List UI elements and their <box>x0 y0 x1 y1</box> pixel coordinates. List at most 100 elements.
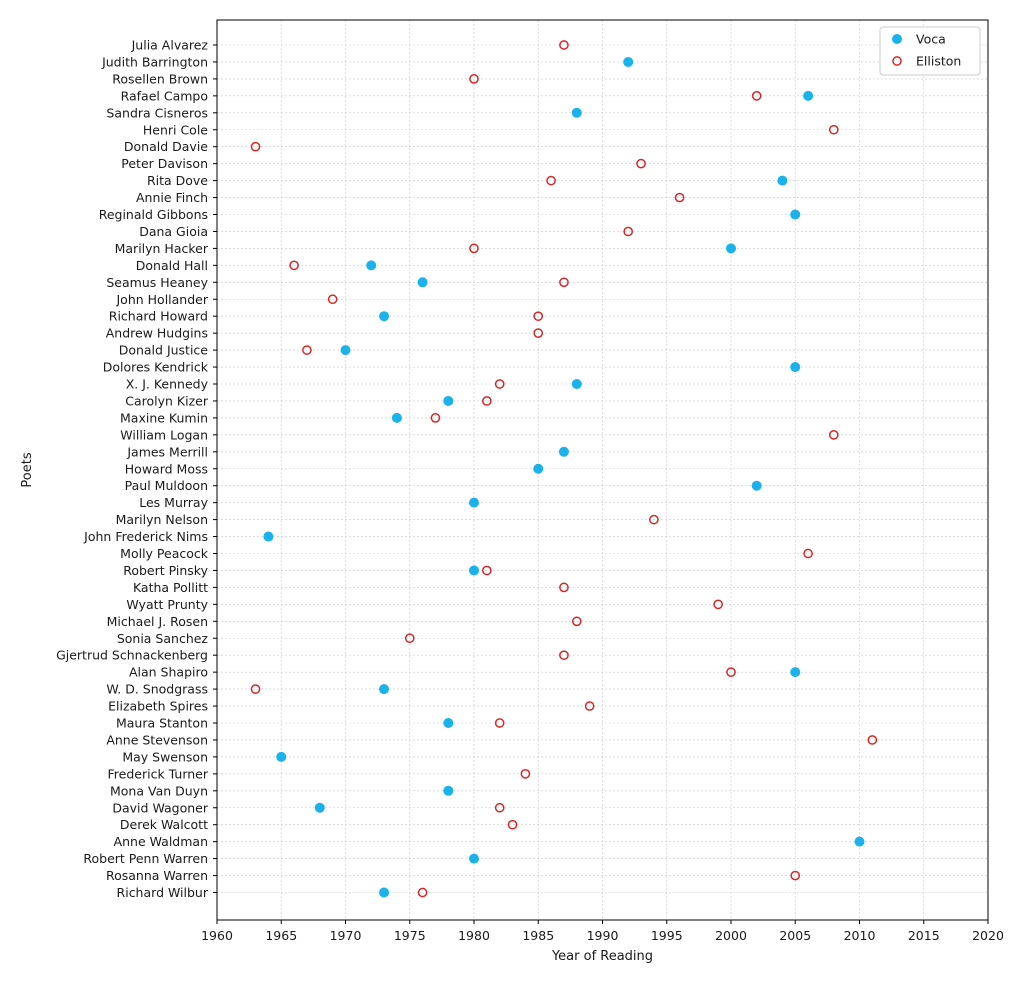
elliston-point <box>520 769 531 779</box>
elliston-point <box>482 396 492 406</box>
legend-box <box>879 26 981 76</box>
poet-label: Mona Van Duyn <box>110 783 208 798</box>
grid-lines <box>216 20 989 920</box>
x-tick-label: 2020 <box>972 928 1004 943</box>
voca-point <box>468 565 479 576</box>
voca-point <box>314 802 325 813</box>
x-tick-label: 1970 <box>330 928 362 943</box>
elliston-point <box>803 548 813 559</box>
poet-label: Reginald Gibbons <box>99 207 208 222</box>
poet-label: Gjertrud Schnackenberg <box>56 648 208 663</box>
voca-point <box>790 362 801 373</box>
voca-point <box>340 345 351 356</box>
voca-point <box>379 311 390 322</box>
x-tick-label: 2000 <box>715 928 747 943</box>
x-axis-ticks: 1960 1965 1970 1975 1980 1985 1990 1995 2000 2005… <box>201 920 1004 943</box>
poet-label: Molly Peacock <box>120 546 209 561</box>
elliston-point <box>559 650 569 661</box>
elliston-point <box>302 345 312 355</box>
poet-label: Julia Alvarez <box>131 38 209 53</box>
voca-point <box>790 667 801 678</box>
voca-point <box>468 497 479 508</box>
poet-label: Richard Wilbur <box>117 885 209 900</box>
elliston-point <box>250 141 261 152</box>
poet-label: Alan Shapiro <box>129 665 208 680</box>
poet-label: Rafael Campo <box>121 88 208 103</box>
poet-label: Anne Waldman <box>114 834 208 849</box>
elliston-point <box>469 243 479 254</box>
elliston-point <box>828 430 839 440</box>
x-tick-label: 1980 <box>458 928 490 943</box>
elliston-point <box>649 514 659 525</box>
poet-label: Michael J. Rosen <box>107 614 208 629</box>
voca-point <box>366 260 377 271</box>
poet-label: Les Murray <box>139 495 208 510</box>
voca-point <box>443 785 454 796</box>
elliston-point <box>404 633 415 644</box>
poet-label: Elizabeth Spires <box>108 699 208 714</box>
x-tick-label: 1995 <box>651 928 683 943</box>
x-tick-label: 1965 <box>265 928 297 943</box>
poet-label: Frederick Turner <box>108 766 209 781</box>
elliston-point <box>636 158 646 169</box>
voca-point <box>391 412 402 423</box>
voca-point <box>276 751 287 762</box>
poet-label: Donald Justice <box>119 343 209 358</box>
elliston-point <box>417 887 428 898</box>
voca-point <box>379 684 390 695</box>
poet-label: Marilyn Nelson <box>116 512 208 527</box>
elliston-point <box>751 91 762 101</box>
elliston-point <box>494 379 505 389</box>
poet-label: Maura Stanton <box>116 716 208 731</box>
legend-label-elliston: Elliston <box>916 54 961 69</box>
poet-label: Dana Gioia <box>139 224 208 239</box>
legend: Voca Elliston <box>879 26 981 76</box>
elliston-point <box>559 582 569 593</box>
voca-point <box>623 56 634 67</box>
elliston-point <box>327 294 338 305</box>
poet-label: John Frederick Nims <box>83 529 208 544</box>
poet-label: John Hollander <box>116 292 209 307</box>
elliston-point <box>584 701 595 711</box>
x-tick-label: 2005 <box>779 928 811 943</box>
poet-label: Maxine Kumin <box>120 410 208 425</box>
elliston-point <box>559 40 569 50</box>
poet-label: Katha Pollitt <box>133 580 208 595</box>
elliston-point <box>559 277 569 288</box>
x-tick-label: 1975 <box>394 928 426 943</box>
poet-label: Robert Pinsky <box>123 563 208 578</box>
x-axis-title: Year of Reading <box>551 949 653 964</box>
legend-marker-voca <box>892 34 903 45</box>
x-tick-label: 1985 <box>522 928 554 943</box>
voca-point <box>558 446 569 457</box>
elliston-point <box>289 260 299 271</box>
elliston-point <box>430 413 441 423</box>
elliston-point <box>494 802 505 813</box>
poet-label: Rita Dove <box>147 173 208 188</box>
poet-label: William Logan <box>120 427 208 442</box>
voca-point <box>533 463 544 474</box>
x-tick-label: 1990 <box>587 928 619 943</box>
poet-label: W. D. Snodgrass <box>106 682 208 697</box>
voca-point <box>263 531 274 542</box>
poet-label: Richard Howard <box>109 309 208 324</box>
voca-point <box>379 887 390 898</box>
poet-label: Howard Moss <box>125 461 208 476</box>
elliston-point <box>790 870 801 881</box>
poet-label: Rosellen Brown <box>112 71 208 86</box>
poet-label: Henri Cole <box>143 122 208 137</box>
y-axis-title: Poets <box>20 452 35 487</box>
elliston-point <box>533 328 544 338</box>
voca-point <box>726 243 737 254</box>
x-tick-label: 2015 <box>908 928 940 943</box>
poet-label: Derek Walcott <box>120 817 208 832</box>
poet-label: Donald Davie <box>124 139 208 154</box>
voca-point <box>443 395 454 406</box>
elliston-point <box>507 819 518 830</box>
voca-point <box>751 480 762 491</box>
elliston-point <box>250 684 261 694</box>
poet-label: David Wagoner <box>112 800 208 815</box>
x-tick-label: 1960 <box>201 928 233 943</box>
